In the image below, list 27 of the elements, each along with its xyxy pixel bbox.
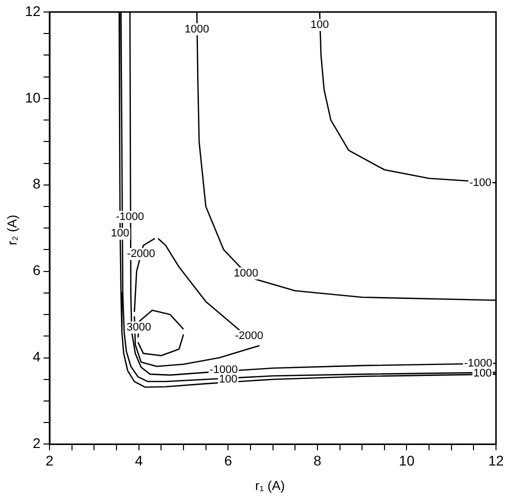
annotation: 100 [473, 367, 492, 380]
annotation: -2000 [235, 330, 264, 342]
annotation: 1000 [234, 268, 258, 280]
x-tick-label: 4 [134, 452, 143, 468]
annotation: 100 [110, 228, 130, 240]
y-tick-label: 10 [24, 89, 41, 106]
annotation: 3000 [126, 322, 152, 334]
annotation: -1000 [210, 364, 238, 376]
x-tick-label: 10 [398, 452, 415, 468]
y-tick-label: 12 [24, 2, 41, 19]
y-tick-label: 6 [32, 262, 41, 278]
annotation: 100 [218, 373, 238, 386]
annotation: 1000 [184, 23, 210, 36]
x-tick-label: 12 [488, 452, 504, 468]
y-axis-title: r₂ (A) [4, 214, 20, 246]
y-tick-label: 8 [32, 176, 41, 192]
x-tick-label: 2 [46, 452, 54, 468]
annotation: -2000 [127, 248, 156, 260]
annotation: -1000 [116, 210, 144, 223]
x-tick-label: 8 [314, 452, 322, 468]
y-tick-label: 4 [32, 348, 41, 365]
annotation: 100 [310, 18, 329, 31]
x-axis-title: r₁ (A) [255, 478, 285, 493]
y-tick-label: 2 [32, 435, 41, 452]
annotation: -1000 [464, 357, 492, 370]
annotation: -100 [469, 176, 492, 189]
x-tick-label: 6 [224, 452, 232, 468]
